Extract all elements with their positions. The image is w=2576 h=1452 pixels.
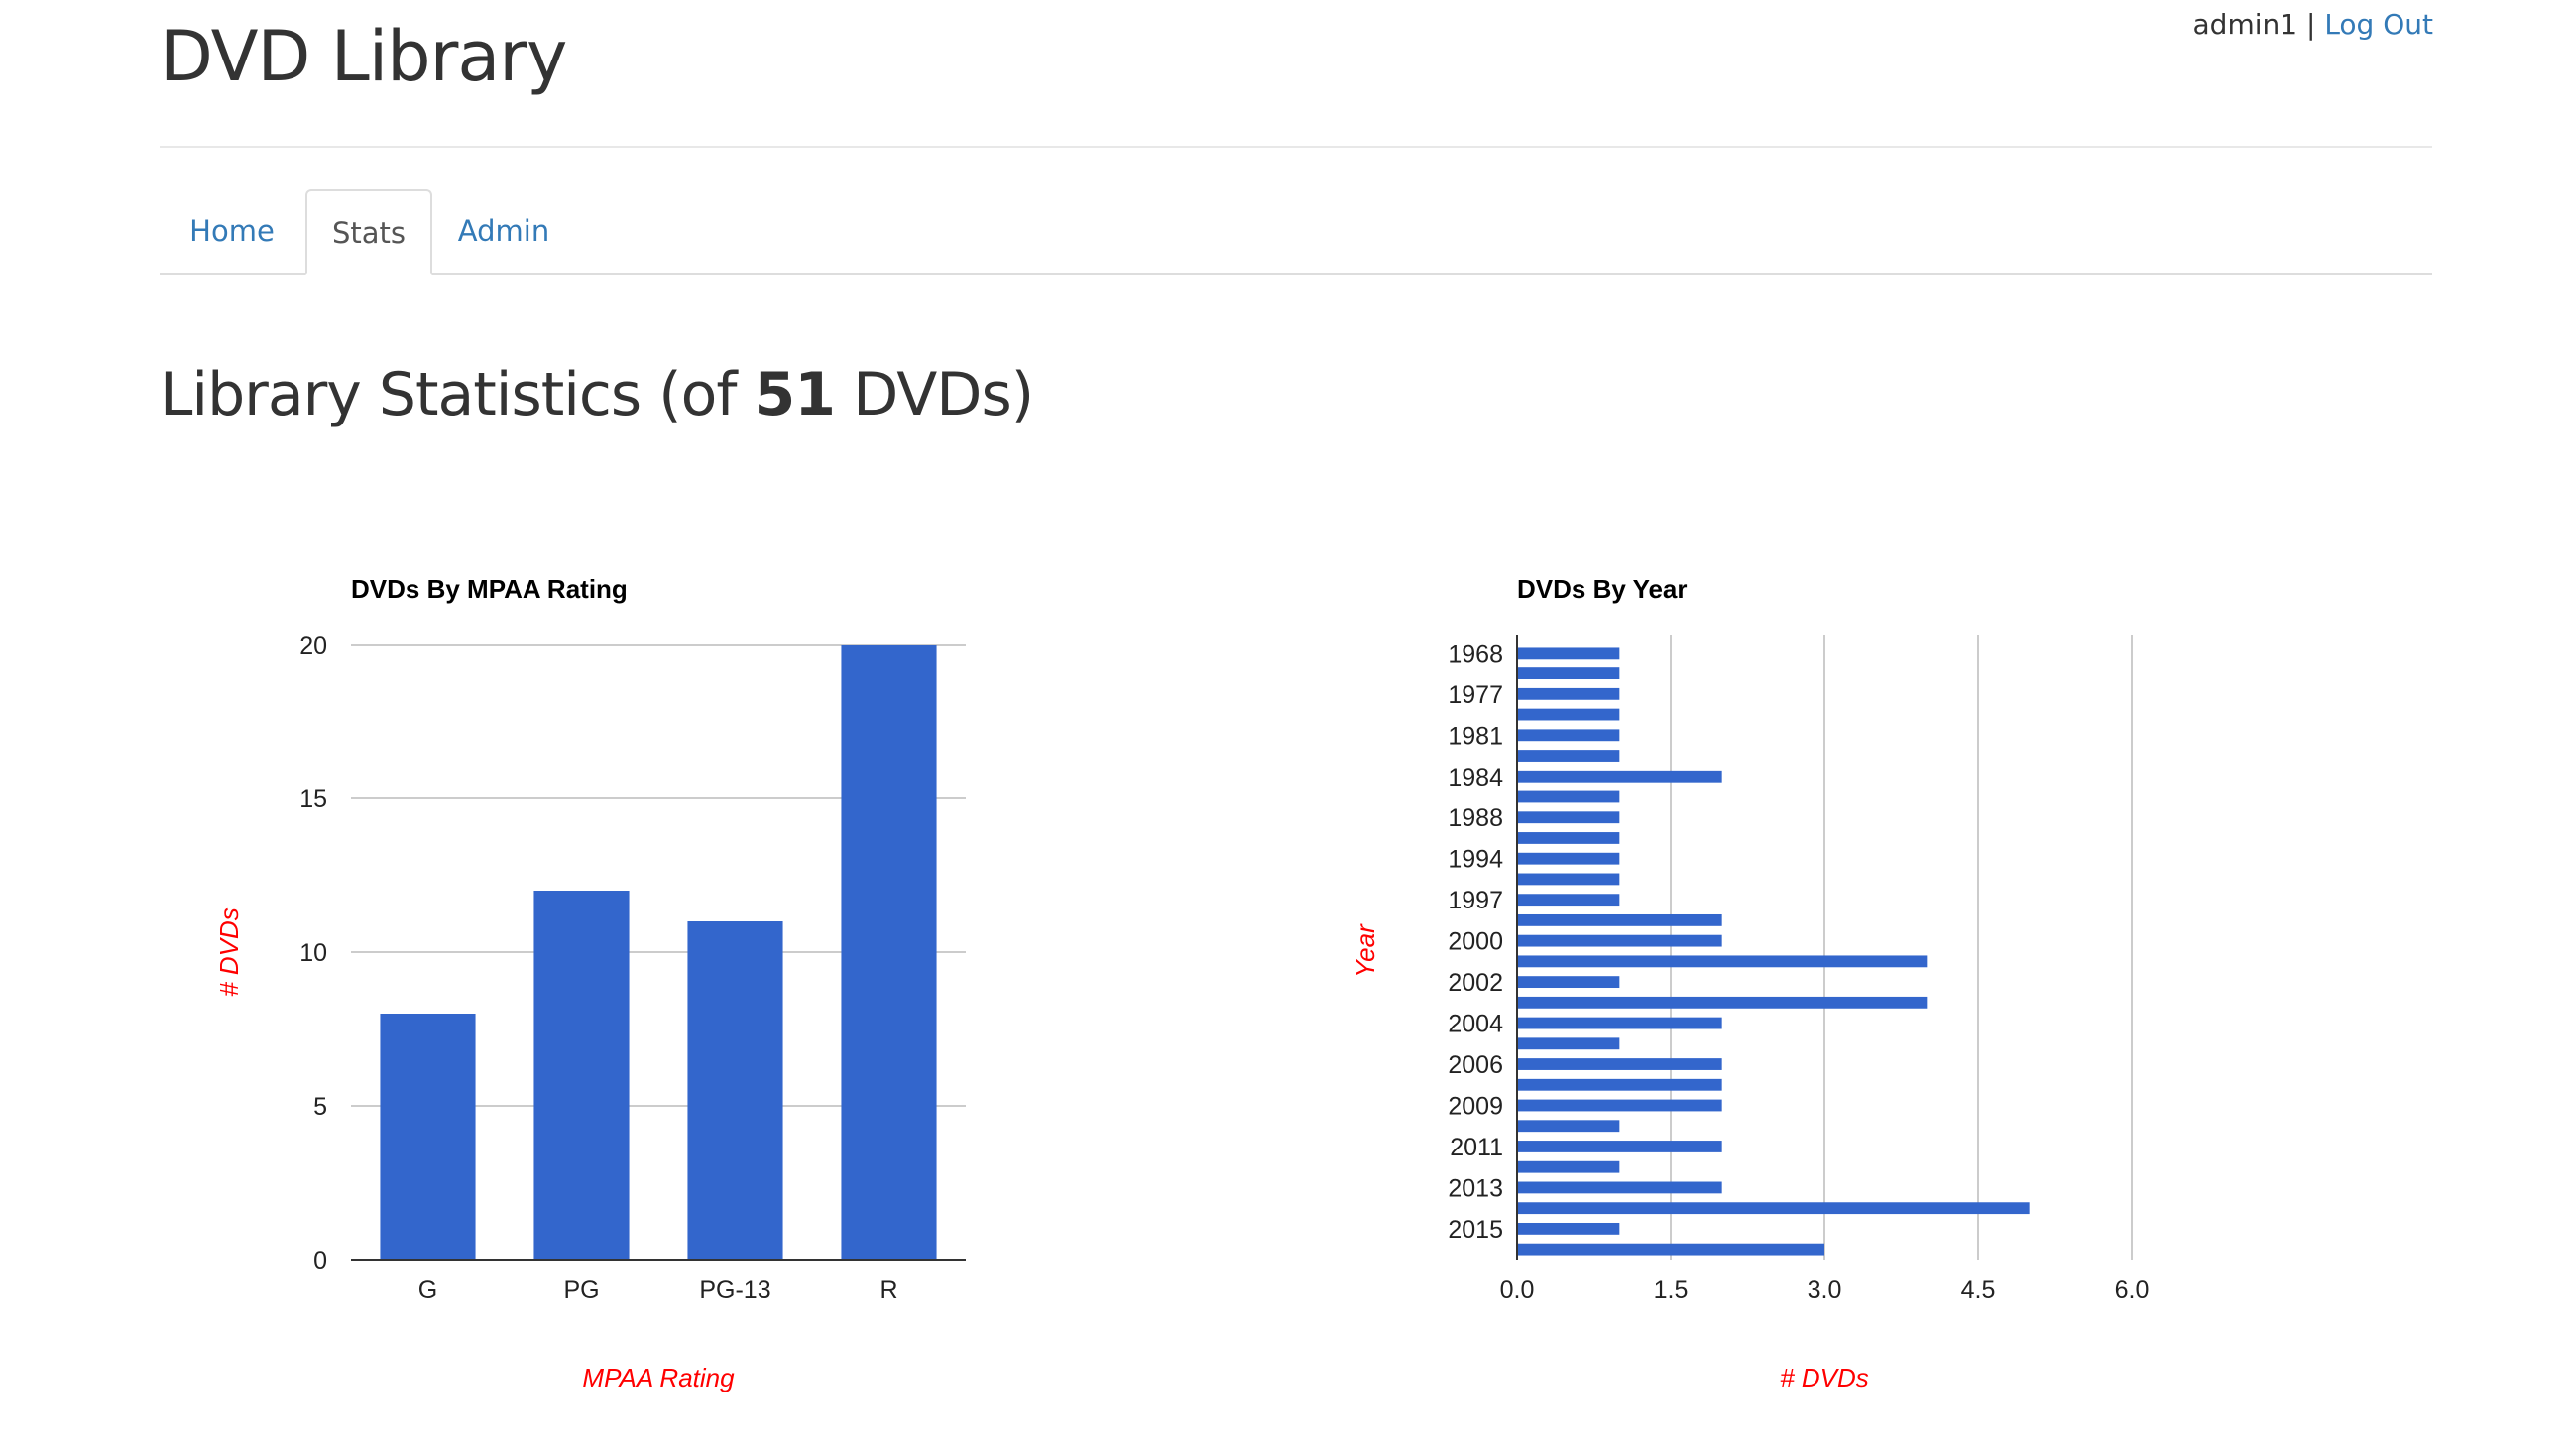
bar-g <box>380 1014 476 1260</box>
bar-row-7 <box>1517 790 1620 803</box>
user-separator: | <box>2305 8 2316 41</box>
y-tick-label: 1977 <box>1448 681 1503 709</box>
bar-row-8 <box>1517 811 1620 824</box>
header-divider <box>160 146 2432 148</box>
y-axis-title: Year <box>1350 923 1380 978</box>
chart-dvds-by-year: DVDs By Year 0.0 1.5 3.0 4.5 6.0 1968 1977 1981 1… <box>1350 574 2150 1392</box>
bar-row-27 <box>1517 1202 2030 1215</box>
logout-link[interactable]: Log Out <box>2324 8 2433 41</box>
y-tick-label: 0 <box>313 1247 327 1274</box>
tab-home[interactable]: Home <box>189 214 275 248</box>
bar-row-19 <box>1517 1037 1620 1050</box>
x-axis-title: # DVDs <box>1780 1363 1869 1392</box>
bar-row-20 <box>1517 1058 1722 1070</box>
bar-row-23 <box>1517 1120 1620 1133</box>
bar-row-4 <box>1517 729 1620 742</box>
y-tick-label: 2002 <box>1448 969 1503 997</box>
bar-row-0 <box>1517 647 1620 660</box>
x-tick-label: PG <box>563 1276 599 1304</box>
bar-row-5 <box>1517 750 1620 762</box>
y-tick-label: 2011 <box>1450 1134 1503 1161</box>
bar-row-10 <box>1517 852 1620 865</box>
y-tick-label: 2013 <box>1448 1174 1503 1202</box>
stats-heading-suffix: DVDs) <box>835 360 1034 429</box>
user-area: admin1 | Log Out <box>2193 8 2433 41</box>
tab-stats[interactable]: Stats <box>305 189 432 275</box>
chart-dvds-by-rating: DVDs By MPAA Rating 0 5 10 15 20 G PG PG-13 R MPAA… <box>214 574 966 1392</box>
bar-row-6 <box>1517 770 1722 783</box>
y-tick-label: 2015 <box>1448 1216 1503 1244</box>
bar-row-2 <box>1517 687 1620 700</box>
page-title: DVD Library <box>160 16 567 97</box>
bar-row-15 <box>1517 955 1928 968</box>
bar-row-11 <box>1517 873 1620 886</box>
y-tick-label: 1997 <box>1448 887 1503 914</box>
x-tick-label: PG-13 <box>699 1276 770 1304</box>
bar-pg-13 <box>687 921 783 1260</box>
bar-row-26 <box>1517 1181 1722 1194</box>
y-tick-label: 20 <box>299 632 327 660</box>
x-tick-label: R <box>879 1276 897 1304</box>
bar-row-17 <box>1517 996 1928 1009</box>
y-tick-label: 10 <box>299 939 327 967</box>
bar-row-21 <box>1517 1078 1722 1091</box>
bar-row-12 <box>1517 894 1620 907</box>
bar-row-1 <box>1517 667 1620 680</box>
y-tick-label: 5 <box>313 1093 327 1121</box>
x-tick-label: 4.5 <box>1961 1276 1996 1304</box>
bar-r <box>841 645 937 1260</box>
username-label: admin1 <box>2192 8 2298 41</box>
bar-row-9 <box>1517 832 1620 844</box>
x-axis-title: MPAA Rating <box>582 1363 735 1392</box>
y-tick-label: 1984 <box>1448 764 1503 791</box>
chart-title: DVDs By MPAA Rating <box>351 574 628 604</box>
x-tick-label: 6.0 <box>2115 1276 2150 1304</box>
x-tick-label: G <box>418 1276 437 1304</box>
bar-pg <box>533 891 630 1260</box>
x-tick-label: 0.0 <box>1500 1276 1535 1304</box>
bar-row-28 <box>1517 1222 1620 1235</box>
x-tick-label: 3.0 <box>1808 1276 1842 1304</box>
nav-tabs: Home Stats Admin <box>160 189 2432 275</box>
bar-row-22 <box>1517 1099 1722 1112</box>
tab-admin[interactable]: Admin <box>457 214 550 248</box>
y-tick-label: 2006 <box>1448 1051 1503 1079</box>
y-tick-label: 1968 <box>1448 640 1503 667</box>
bar-row-16 <box>1517 976 1620 989</box>
bar-row-25 <box>1517 1160 1620 1173</box>
bar-row-18 <box>1517 1017 1722 1029</box>
bar-row-3 <box>1517 708 1620 721</box>
y-tick-label: 2004 <box>1448 1011 1503 1038</box>
y-tick-label: 1981 <box>1448 722 1503 750</box>
stats-heading-prefix: Library Statistics (of <box>160 360 755 429</box>
bar-row-13 <box>1517 913 1722 926</box>
dvd-count: 51 <box>754 360 836 429</box>
y-tick-label: 15 <box>299 786 327 813</box>
y-tick-label: 1988 <box>1448 804 1503 832</box>
y-tick-label: 2000 <box>1448 928 1503 956</box>
bar-row-24 <box>1517 1141 1722 1152</box>
bar-row-14 <box>1517 934 1722 947</box>
chart-title: DVDs By Year <box>1517 574 1688 604</box>
x-tick-label: 1.5 <box>1654 1276 1689 1304</box>
y-tick-label: 1994 <box>1448 846 1503 874</box>
bar-row-29 <box>1517 1243 1824 1256</box>
y-tick-label: 2009 <box>1448 1093 1503 1121</box>
stats-heading: Library Statistics (of 51 DVDs) <box>160 360 1034 429</box>
y-axis-title: # DVDs <box>214 908 244 997</box>
